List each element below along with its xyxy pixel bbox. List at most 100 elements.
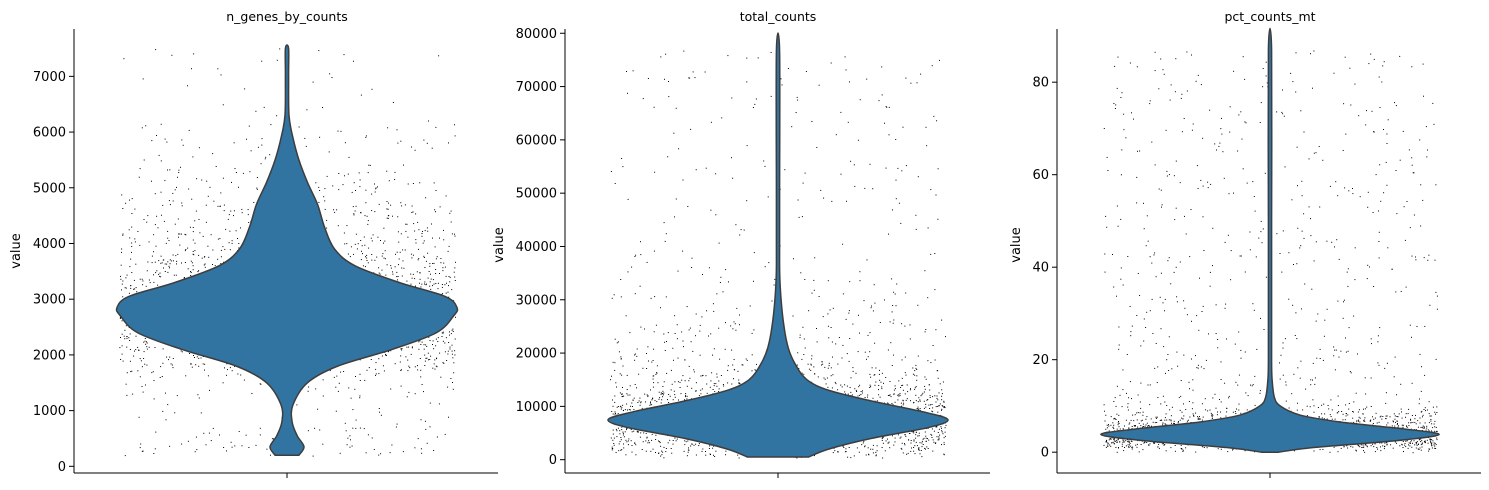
data-point	[738, 383, 740, 385]
data-point	[454, 233, 455, 235]
data-point	[915, 437, 917, 439]
data-point	[923, 400, 925, 402]
data-point	[454, 276, 456, 278]
data-point	[635, 454, 637, 456]
data-point	[122, 233, 124, 235]
data-point	[718, 327, 720, 329]
data-point	[259, 434, 261, 436]
data-point	[226, 450, 227, 452]
data-point	[134, 208, 136, 210]
data-point	[388, 180, 390, 182]
data-point	[454, 350, 456, 352]
data-point	[449, 276, 451, 278]
data-point	[378, 203, 380, 205]
data-point	[938, 436, 940, 438]
data-point	[885, 440, 887, 442]
data-point	[394, 179, 396, 180]
data-point	[260, 163, 262, 165]
data-point	[662, 394, 664, 396]
data-point	[401, 349, 403, 351]
data-point	[332, 185, 334, 187]
data-point	[803, 354, 805, 355]
data-point	[716, 293, 718, 295]
data-point	[670, 389, 672, 391]
data-point	[129, 333, 131, 335]
data-point	[397, 279, 398, 281]
data-point	[658, 391, 660, 393]
data-point	[714, 391, 716, 393]
data-point	[825, 383, 827, 385]
data-point	[135, 349, 137, 351]
data-point	[655, 434, 657, 436]
data-point	[873, 374, 875, 376]
data-point	[423, 240, 425, 242]
data-point	[131, 251, 132, 253]
data-point	[622, 387, 623, 388]
data-point	[626, 441, 628, 443]
data-point	[166, 356, 168, 358]
data-point	[452, 382, 453, 383]
data-point	[639, 404, 641, 406]
data-point	[131, 198, 133, 200]
data-point	[851, 394, 853, 396]
data-point	[811, 121, 813, 122]
data-point	[654, 296, 656, 298]
data-point	[701, 388, 703, 390]
data-point	[425, 428, 427, 430]
data-point	[360, 94, 362, 96]
data-point	[667, 332, 669, 334]
data-point	[134, 241, 136, 243]
data-point	[672, 347, 674, 349]
data-point	[882, 436, 884, 438]
data-point	[352, 409, 354, 411]
data-point	[935, 442, 937, 444]
data-point	[124, 338, 126, 340]
data-point	[930, 433, 932, 435]
data-point	[886, 106, 888, 108]
data-point	[713, 383, 715, 385]
data-point	[850, 160, 852, 162]
data-point	[861, 444, 863, 446]
data-point	[737, 454, 739, 456]
data-point	[942, 433, 944, 435]
data-point	[654, 400, 656, 402]
data-point	[386, 170, 388, 172]
data-point	[133, 279, 135, 281]
data-point	[212, 427, 214, 429]
data-point	[846, 200, 847, 202]
data-point	[397, 142, 399, 144]
data-point	[224, 367, 225, 369]
data-point	[672, 443, 674, 445]
data-point	[692, 350, 694, 352]
data-point	[155, 272, 157, 274]
data-point	[695, 390, 697, 392]
data-point	[905, 77, 907, 79]
data-point	[312, 81, 314, 83]
data-point	[614, 338, 616, 340]
data-point	[925, 448, 926, 450]
data-point	[166, 141, 168, 143]
data-point	[728, 281, 729, 283]
data-point	[323, 196, 325, 198]
data-point	[882, 442, 884, 444]
data-point	[421, 235, 423, 237]
data-point	[642, 441, 644, 443]
data-point	[378, 267, 380, 269]
data-point	[164, 263, 166, 265]
data-point	[615, 382, 617, 384]
data-point	[924, 385, 926, 387]
data-point	[400, 369, 402, 371]
data-point	[935, 401, 937, 403]
data-point	[804, 279, 806, 280]
data-point	[454, 135, 456, 137]
data-point	[773, 284, 775, 286]
data-point	[396, 276, 398, 278]
data-point	[429, 265, 431, 267]
data-point	[411, 205, 413, 207]
data-point	[664, 341, 666, 343]
data-point	[146, 348, 148, 350]
data-point	[896, 283, 898, 285]
data-point	[860, 391, 862, 392]
data-point	[448, 296, 450, 298]
data-point	[904, 444, 906, 446]
